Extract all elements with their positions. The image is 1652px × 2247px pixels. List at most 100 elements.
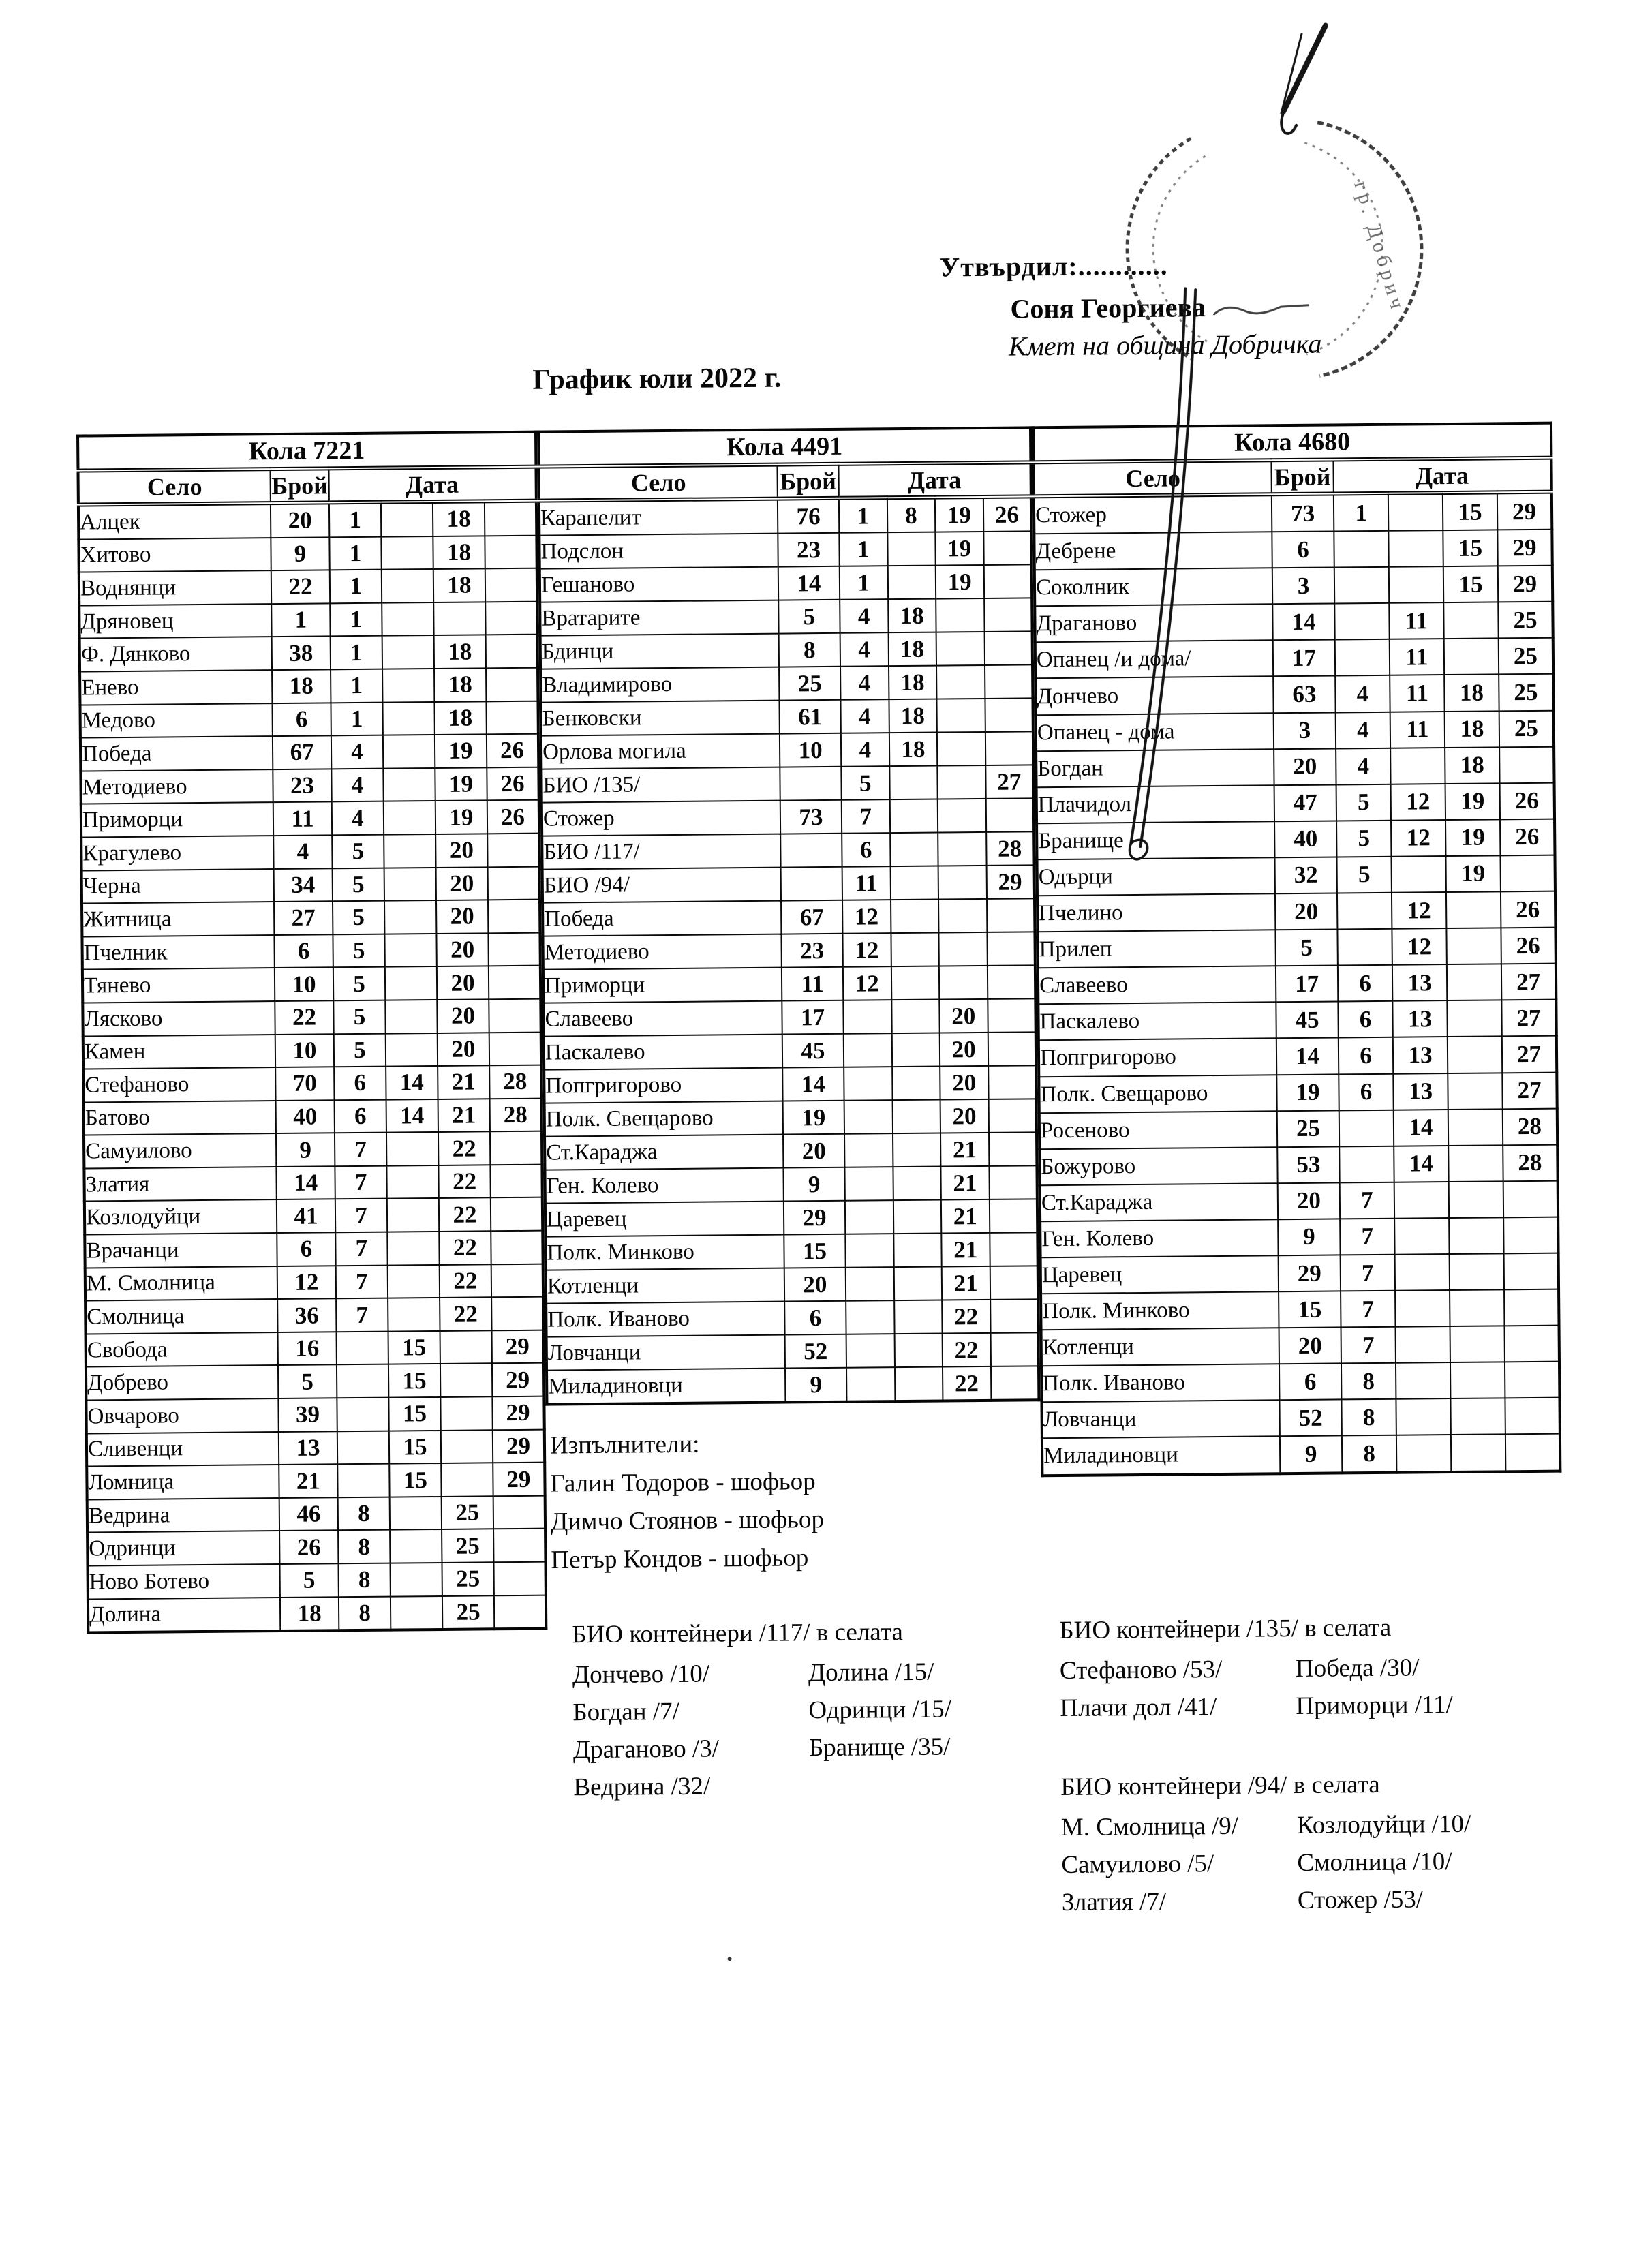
date-cell — [1394, 1217, 1450, 1255]
vehicle-table: Кола 7221 Село Брой Дата Алцек 20 1 18 Хитово 9 1 1… — [76, 430, 548, 1634]
date-cell: 27 — [1502, 1072, 1557, 1109]
count-cell: 1 — [271, 603, 331, 637]
date-cell — [889, 765, 938, 800]
count-cell: 6 — [272, 702, 331, 737]
count-cell: 15 — [1279, 1291, 1341, 1328]
date-cell — [485, 635, 538, 669]
date-cell — [938, 898, 987, 933]
column-header-count: Брой — [270, 468, 329, 504]
table-row: Славеево 17 20 — [543, 998, 1036, 1037]
date-cell — [1447, 1036, 1503, 1073]
date-cell: 13 — [1392, 1037, 1448, 1074]
date-cell — [1504, 1361, 1560, 1398]
date-cell — [1391, 855, 1446, 893]
table-row: Свобода 16 15 29 — [85, 1330, 544, 1367]
date-cell: 4 — [1335, 712, 1391, 749]
table-row: Царевец 29 7 — [1040, 1253, 1559, 1294]
date-cell: 20 — [436, 966, 489, 1000]
date-cell: 29 — [1497, 491, 1552, 530]
date-cell — [1503, 1217, 1559, 1254]
count-cell: 73 — [1271, 493, 1334, 532]
date-cell — [1395, 1326, 1450, 1363]
date-cell: 7 — [1341, 1290, 1396, 1328]
document-title: График юли 2022 г. — [532, 362, 782, 396]
date-cell: 22 — [440, 1297, 492, 1331]
date-cell — [490, 1197, 543, 1232]
table-row: Полк. Иваново 6 8 — [1041, 1361, 1560, 1403]
date-cell — [985, 731, 1034, 765]
village-cell: Ст.Караджа — [1039, 1183, 1279, 1222]
count-cell: 9 — [275, 1133, 335, 1167]
scan-artifact-dot — [727, 1957, 732, 1961]
bio-entry: Плачи дол /41/ — [1060, 1693, 1217, 1723]
count-cell: 10 — [779, 733, 842, 767]
village-cell: Паскалево — [1038, 1002, 1276, 1041]
village-cell: Бдинци — [540, 633, 780, 669]
date-cell — [843, 1000, 892, 1034]
table-row: Сливенци 13 15 29 — [86, 1429, 545, 1467]
date-cell — [390, 1529, 442, 1563]
date-cell: 5 — [333, 934, 385, 968]
date-cell: 25 — [1498, 601, 1553, 639]
village-cell: Медово — [80, 703, 273, 738]
date-cell: 18 — [1444, 710, 1500, 748]
date-cell: 15 — [388, 1330, 440, 1365]
table-row: Приморци 11 4 19 26 — [80, 800, 540, 838]
village-cell: Пчелино — [1037, 893, 1276, 932]
date-cell — [487, 866, 540, 900]
village-cell: Стефаново — [83, 1067, 276, 1103]
date-cell — [441, 1463, 493, 1497]
vehicle-table: Кола 4680 Село Брой Дата Стожер 73 1 15 29 Дебрен… — [1031, 421, 1562, 1477]
village-cell: БИО /117/ — [542, 834, 781, 870]
date-cell — [1449, 1217, 1504, 1255]
table-row: Козлодуйци 41 7 22 — [84, 1197, 543, 1235]
date-cell: 7 — [336, 1298, 388, 1332]
date-cell: 12 — [842, 933, 891, 967]
date-cell: 6 — [1337, 964, 1393, 1002]
date-cell — [844, 1133, 893, 1167]
table-row: Ген. Колево 9 21 — [545, 1165, 1037, 1204]
date-cell: 1 — [329, 536, 382, 570]
village-cell: Алцек — [78, 503, 271, 540]
date-cell: 18 — [433, 535, 485, 570]
table-row: Пчелино 20 12 26 — [1037, 891, 1556, 932]
date-cell: 25 — [1498, 638, 1554, 675]
bio-entry: Козлодуйци /10/ — [1296, 1809, 1471, 1840]
village-cell: Ведрина — [87, 1497, 280, 1533]
date-cell: 20 — [435, 866, 488, 901]
date-cell: 22 — [942, 1332, 991, 1367]
village-cell: Драганово — [1035, 604, 1273, 643]
count-cell: 23 — [778, 532, 840, 567]
date-cell — [990, 1366, 1039, 1401]
date-cell — [936, 698, 985, 733]
village-cell: Тянево — [82, 968, 275, 1003]
count-cell: 36 — [277, 1298, 337, 1332]
date-cell: 8 — [337, 1497, 391, 1531]
date-cell — [894, 1333, 943, 1368]
village-cell: Врачанци — [85, 1233, 277, 1268]
date-cell — [1395, 1290, 1450, 1327]
count-cell: 13 — [278, 1431, 338, 1465]
date-cell — [1334, 530, 1389, 568]
column-header-village: Село — [78, 469, 271, 505]
date-cell: 7 — [1340, 1254, 1396, 1291]
table-row: Тянево 10 5 20 — [82, 965, 541, 1003]
table-row: Ломница 21 15 29 — [87, 1462, 545, 1500]
table-row: Царевец 29 21 — [545, 1199, 1038, 1237]
table-row: М. Смолница 12 7 22 — [85, 1264, 544, 1301]
date-cell: 20 — [939, 998, 988, 1033]
date-cell: 5 — [333, 966, 386, 1001]
date-cell — [1388, 566, 1444, 604]
date-cell — [1395, 1362, 1451, 1400]
date-cell — [383, 801, 436, 835]
date-cell — [384, 900, 437, 934]
table-row: Хитово 9 1 18 — [78, 535, 537, 572]
date-cell: 4 — [1336, 748, 1391, 785]
date-cell — [890, 866, 939, 900]
bio-rows: М. Смолница /9/Козлодуйци /10/Самуилово … — [1061, 1805, 1552, 1921]
table-row: Крагулево 4 5 20 — [81, 833, 540, 871]
village-cell: Дебрене — [1034, 532, 1272, 570]
date-cell: 14 — [386, 1066, 438, 1100]
date-cell — [1505, 1397, 1560, 1435]
table-row: Полк. Свещарово 19 20 — [544, 1099, 1037, 1137]
